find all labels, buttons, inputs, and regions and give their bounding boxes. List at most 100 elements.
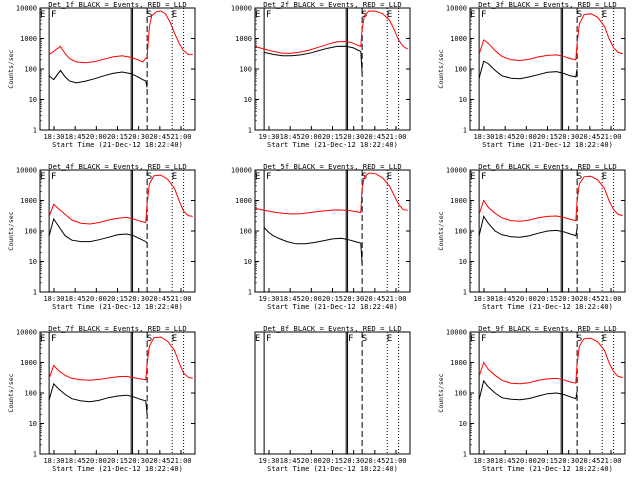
event-marker-label: F bbox=[51, 10, 56, 20]
panel-title: Det_3f BLACK = Events, RED = LLD bbox=[478, 0, 616, 9]
y-axis-label: Counts/sec bbox=[437, 211, 445, 250]
lld-series-line bbox=[48, 10, 193, 64]
x-tick-label: 20:00 bbox=[516, 457, 537, 465]
lld-series-line bbox=[478, 175, 623, 222]
x-axis-label: Start Time (21-Dec-12 18:22:40) bbox=[52, 141, 183, 149]
event-marker-label: E bbox=[172, 334, 177, 344]
x-tick-label: 18:45 bbox=[65, 133, 86, 141]
panel-title: Det_5f BLACK = Events, RED = LLD bbox=[263, 162, 401, 171]
y-tick-label: 1 bbox=[33, 289, 37, 297]
panel-6: Det_6f BLACK = Events, RED = LLD 1 10 100 10… bbox=[437, 162, 626, 311]
x-tick-label: 19:30 bbox=[258, 295, 279, 303]
x-tick-label: 20:45 bbox=[149, 295, 170, 303]
event-marker-label: S bbox=[577, 10, 582, 20]
x-tick-label: 18:45 bbox=[65, 295, 86, 303]
event-marker-label: E bbox=[470, 10, 475, 20]
x-tick-label: 18:45 bbox=[280, 457, 301, 465]
x-tick-label: 18:30 bbox=[43, 133, 64, 141]
panel-8: Det_8f BLACK = Events, RED = LLD 19:30 18:… bbox=[254, 324, 411, 473]
lld-series-line bbox=[48, 336, 193, 381]
x-tick-label: 21:00 bbox=[385, 457, 406, 465]
events-series-line bbox=[48, 217, 148, 244]
y-tick-label: 10000 bbox=[231, 5, 252, 13]
x-tick-label: 21:00 bbox=[600, 133, 621, 141]
y-tick-label: 10 bbox=[459, 96, 467, 104]
x-tick-label: 20:45 bbox=[579, 295, 600, 303]
y-tick-label: 1 bbox=[463, 289, 467, 297]
y-tick-label: 1000 bbox=[20, 35, 37, 43]
event-marker-label: F bbox=[266, 10, 271, 20]
x-tick-label: 21:00 bbox=[170, 457, 191, 465]
x-tick-label: 18:45 bbox=[280, 133, 301, 141]
x-tick-label: 20:00 bbox=[301, 457, 322, 465]
x-axis-label: Start Time (21-Dec-12 18:22:40) bbox=[267, 303, 398, 311]
event-marker-label: F bbox=[266, 172, 271, 182]
event-marker-label: S bbox=[362, 10, 367, 20]
x-tick-label: 18:30 bbox=[473, 133, 494, 141]
x-axis-label: Start Time (21-Dec-12 18:22:40) bbox=[267, 141, 398, 149]
x-tick-label: 20:45 bbox=[579, 457, 600, 465]
x-tick-label: 20:45 bbox=[579, 133, 600, 141]
x-tick-label: 20:30 bbox=[343, 457, 364, 465]
event-marker-label: E bbox=[40, 334, 45, 344]
lld-series-line bbox=[478, 337, 623, 385]
y-axis-label: Counts/sec bbox=[7, 211, 15, 250]
y-tick-label: 1000 bbox=[450, 35, 467, 43]
x-tick-label: 21:00 bbox=[600, 295, 621, 303]
y-tick-label: 1000 bbox=[235, 197, 252, 205]
x-tick-label: 20:15 bbox=[107, 457, 128, 465]
event-marker-label: E bbox=[40, 172, 45, 182]
event-marker-label: E bbox=[470, 334, 475, 344]
x-axis-label: Start Time (21-Dec-12 18:22:40) bbox=[52, 465, 183, 473]
x-tick-label: 20:15 bbox=[322, 457, 343, 465]
y-axis-label: Counts/sec bbox=[7, 373, 15, 412]
y-tick-label: 10000 bbox=[446, 167, 467, 175]
y-tick-label: 10 bbox=[29, 258, 37, 266]
x-tick-label: 20:45 bbox=[364, 457, 385, 465]
x-tick-label: 18:45 bbox=[495, 133, 516, 141]
x-tick-label: 20:45 bbox=[149, 133, 170, 141]
lld-series-line bbox=[254, 10, 408, 54]
events-series-line bbox=[263, 227, 363, 265]
panel-4: Det_4f BLACK = Events, RED = LLD 1 10 100 10… bbox=[7, 162, 196, 311]
y-tick-label: 10 bbox=[459, 420, 467, 428]
x-axis-label: Start Time (21-Dec-12 18:22:40) bbox=[267, 465, 398, 473]
y-tick-label: 10000 bbox=[446, 5, 467, 13]
x-tick-label: 20:45 bbox=[149, 457, 170, 465]
x-tick-label: 20:00 bbox=[301, 133, 322, 141]
x-axis-label: Start Time (21-Dec-12 18:22:40) bbox=[482, 303, 613, 311]
event-marker-label: F bbox=[481, 10, 486, 20]
y-axis-label: Counts/sec bbox=[437, 373, 445, 412]
event-marker-label: E bbox=[470, 172, 475, 182]
panel-title: Det_9f BLACK = Events, RED = LLD bbox=[478, 324, 616, 333]
x-tick-label: 20:30 bbox=[343, 295, 364, 303]
y-tick-label: 10 bbox=[244, 96, 252, 104]
y-tick-label: 1000 bbox=[20, 197, 37, 205]
x-tick-label: 20:45 bbox=[364, 133, 385, 141]
events-series-line bbox=[263, 45, 363, 74]
y-tick-label: 10000 bbox=[446, 329, 467, 337]
event-marker-label: E bbox=[172, 10, 177, 20]
y-tick-label: 1000 bbox=[20, 359, 37, 367]
x-tick-label: 18:45 bbox=[65, 457, 86, 465]
event-marker-label: F bbox=[266, 334, 271, 344]
event-marker-label: E bbox=[602, 172, 607, 182]
x-tick-label: 20:15 bbox=[537, 457, 558, 465]
x-tick-label: 21:00 bbox=[385, 295, 406, 303]
x-tick-label: 19:30 bbox=[258, 457, 279, 465]
x-tick-label: 20:00 bbox=[86, 457, 107, 465]
y-tick-label: 100 bbox=[454, 390, 467, 398]
event-marker-label: E bbox=[602, 334, 607, 344]
event-marker-label: S bbox=[577, 172, 582, 182]
y-tick-label: 10000 bbox=[16, 167, 37, 175]
x-tick-label: 20:00 bbox=[86, 133, 107, 141]
y-tick-label: 100 bbox=[454, 66, 467, 74]
y-tick-label: 100 bbox=[24, 66, 37, 74]
panel-title: Det_7f BLACK = Events, RED = LLD bbox=[48, 324, 186, 333]
panel-9: Det_9f BLACK = Events, RED = LLD 1 10 100 10… bbox=[437, 324, 626, 473]
event-marker-label: E bbox=[255, 172, 260, 182]
event-marker-label: S bbox=[147, 10, 152, 20]
events-series-line bbox=[48, 382, 148, 415]
y-tick-label: 1 bbox=[463, 451, 467, 459]
